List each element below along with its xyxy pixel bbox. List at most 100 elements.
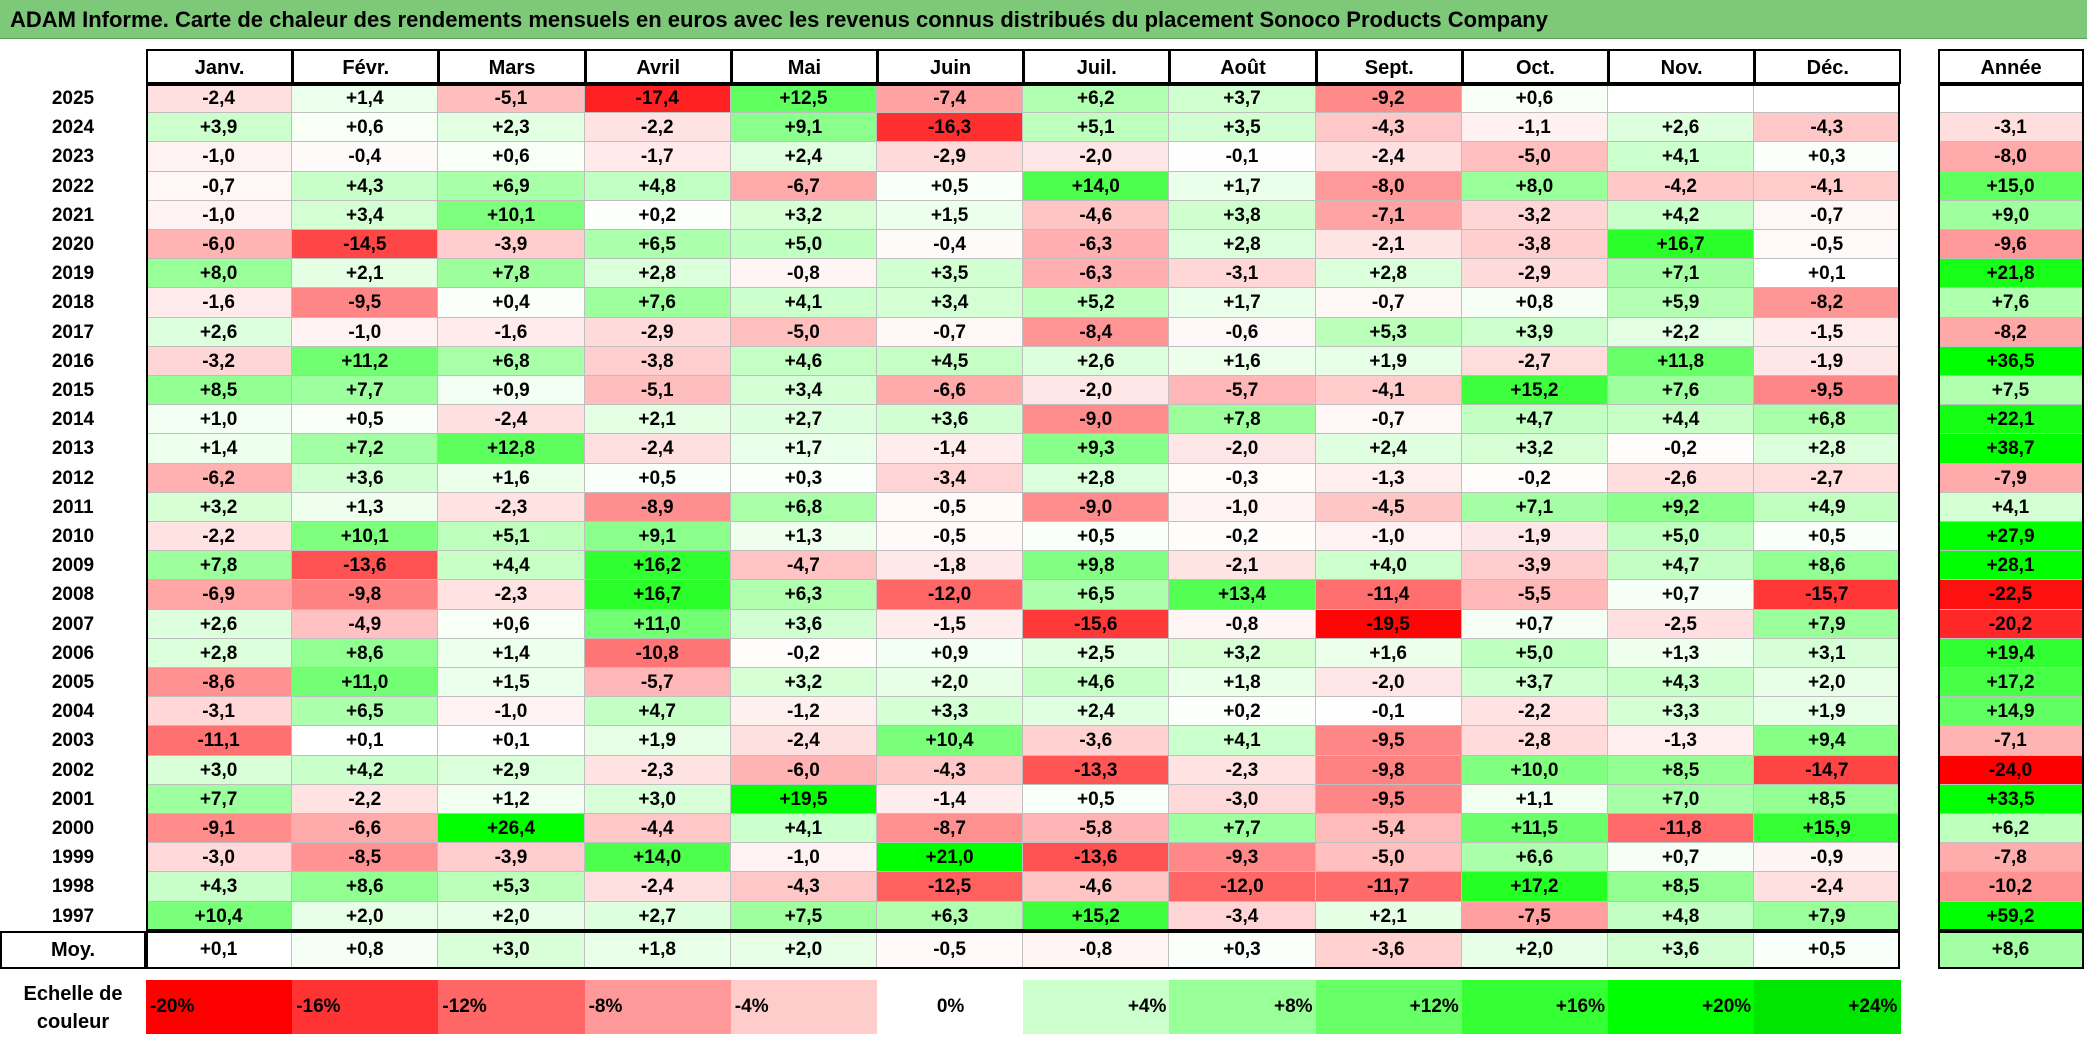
heatmap-cell: +1,6 xyxy=(1169,346,1316,376)
heatmap-cell: -17,4 xyxy=(584,84,731,114)
heatmap-cell: +2,4 xyxy=(1315,434,1462,464)
heatmap-cell: -0,2 xyxy=(1461,463,1608,493)
heatmap-cell: +4,3 xyxy=(292,171,439,201)
annual-cell: +59,2 xyxy=(1938,901,2084,931)
heatmap-cell: -9,5 xyxy=(1315,784,1462,814)
heatmap-cell: +0,1 xyxy=(1754,259,1901,289)
heatmap-cell: -0,7 xyxy=(1754,200,1901,230)
heatmap-cell: -5,1 xyxy=(584,376,731,406)
heatmap-cell: -9,0 xyxy=(1023,492,1170,522)
heatmap-cell: -1,6 xyxy=(438,317,585,347)
heatmap-cell: -1,5 xyxy=(1754,317,1901,347)
legend-swatch: +16% xyxy=(1461,980,1609,1034)
legend-swatch: -16% xyxy=(292,980,440,1034)
heatmap-cell: -2,0 xyxy=(1023,142,1170,172)
heatmap-cell: +2,3 xyxy=(438,113,585,143)
heatmap-cell: -7,1 xyxy=(1315,200,1462,230)
heatmap-cell: -0,7 xyxy=(146,171,293,201)
heatmap-cell: +6,5 xyxy=(1023,580,1170,610)
heatmap-cell: +0,7 xyxy=(1608,580,1755,610)
heatmap-cell: +0,6 xyxy=(292,113,439,143)
heatmap-cell: +2,2 xyxy=(1608,317,1755,347)
heatmap-cell: +7,9 xyxy=(1754,609,1901,639)
heatmap-cell: -1,0 xyxy=(146,142,293,172)
heatmap-cell: +4,3 xyxy=(1608,668,1755,698)
annual-cell: +21,8 xyxy=(1938,259,2084,289)
heatmap-cell: -13,6 xyxy=(1023,843,1170,873)
year-label: 2008 xyxy=(0,580,146,610)
heatmap-cell: +7,7 xyxy=(1169,814,1316,844)
heatmap-cell: +3,6 xyxy=(877,405,1024,435)
heatmap-cell: -1,2 xyxy=(730,697,877,727)
heatmap-cell: -2,3 xyxy=(584,755,731,785)
heatmap-cell: +11,5 xyxy=(1461,814,1608,844)
year-label: 2001 xyxy=(0,784,146,814)
heatmap-cell: +4,5 xyxy=(877,346,1024,376)
heatmap-cell: -0,4 xyxy=(877,230,1024,260)
heatmap-cell: +2,4 xyxy=(1023,697,1170,727)
heatmap-cell: +2,8 xyxy=(146,638,293,668)
legend-title: Echelle de couleur xyxy=(0,980,146,1034)
heatmap-cell: +4,6 xyxy=(1023,668,1170,698)
heatmap-cell: +3,9 xyxy=(146,113,293,143)
heatmap-cell: -14,7 xyxy=(1754,755,1901,785)
year-label: 1999 xyxy=(0,843,146,873)
heatmap-cell: +9,1 xyxy=(584,522,731,552)
heatmap-cell: +4,2 xyxy=(292,755,439,785)
heatmap-cell: +7,7 xyxy=(146,784,293,814)
heatmap-cell: +1,5 xyxy=(438,668,585,698)
heatmap-cell: +3,4 xyxy=(292,200,439,230)
heatmap-cell: +8,5 xyxy=(1608,872,1755,902)
heatmap-cell: +4,2 xyxy=(1608,200,1755,230)
average-cell: -0,5 xyxy=(877,931,1024,969)
heatmap-cell: -2,4 xyxy=(730,726,877,756)
heatmap-cell: -11,1 xyxy=(146,726,293,756)
heatmap-cell: +7,6 xyxy=(1608,376,1755,406)
heatmap-cell: -1,7 xyxy=(584,142,731,172)
heatmap-cell: -5,7 xyxy=(584,668,731,698)
heatmap-cell: -1,3 xyxy=(1608,726,1755,756)
heatmap-cell: +3,3 xyxy=(1608,697,1755,727)
heatmap-cell: +0,4 xyxy=(438,288,585,318)
heatmap-cell: -0,4 xyxy=(292,142,439,172)
heatmap-cell: -4,4 xyxy=(584,814,731,844)
heatmap-cell: +2,7 xyxy=(584,901,731,931)
heatmap-cell: +1,9 xyxy=(1315,346,1462,376)
month-header: Sept. xyxy=(1315,49,1463,84)
heatmap-cell: -1,0 xyxy=(730,843,877,873)
annual-cell: -9,6 xyxy=(1938,230,2084,260)
heatmap-cell: +3,0 xyxy=(146,755,293,785)
heatmap-cell: +3,7 xyxy=(1461,668,1608,698)
month-header: Nov. xyxy=(1608,49,1756,84)
heatmap-cell: +6,3 xyxy=(730,580,877,610)
heatmap-cell: +4,7 xyxy=(1461,405,1608,435)
heatmap-cell: -3,9 xyxy=(438,230,585,260)
heatmap-cell: +11,2 xyxy=(292,346,439,376)
heatmap-cell: +12,5 xyxy=(730,84,877,114)
heatmap-cell: -4,7 xyxy=(730,551,877,581)
heatmap-cell: -5,7 xyxy=(1169,376,1316,406)
annual-cell: +15,0 xyxy=(1938,171,2084,201)
heatmap-cell: +9,3 xyxy=(1023,434,1170,464)
heatmap-cell: -7,4 xyxy=(877,84,1024,114)
heatmap-cell: +7,1 xyxy=(1608,259,1755,289)
heatmap-cell: +14,0 xyxy=(1023,171,1170,201)
heatmap-cell: -2,3 xyxy=(438,492,585,522)
heatmap-cell: -2,0 xyxy=(1169,434,1316,464)
legend-swatch: -4% xyxy=(730,980,878,1034)
heatmap-cell: +2,0 xyxy=(438,901,585,931)
year-label: 2015 xyxy=(0,376,146,406)
heatmap-cell: +1,3 xyxy=(730,522,877,552)
heatmap-cell: +2,8 xyxy=(1315,259,1462,289)
heatmap-cell: -1,0 xyxy=(146,200,293,230)
heatmap-cell: +2,6 xyxy=(1608,113,1755,143)
heatmap-cell: +9,8 xyxy=(1023,551,1170,581)
heatmap-cell: +1,6 xyxy=(1315,638,1462,668)
annual-cell xyxy=(1938,84,2084,114)
heatmap-cell: -0,8 xyxy=(730,259,877,289)
heatmap-cell: -3,8 xyxy=(1461,230,1608,260)
heatmap-cell: +3,4 xyxy=(877,288,1024,318)
heatmap-cell: -2,4 xyxy=(438,405,585,435)
heatmap-cell: +1,9 xyxy=(584,726,731,756)
average-cell: +0,1 xyxy=(146,931,293,969)
